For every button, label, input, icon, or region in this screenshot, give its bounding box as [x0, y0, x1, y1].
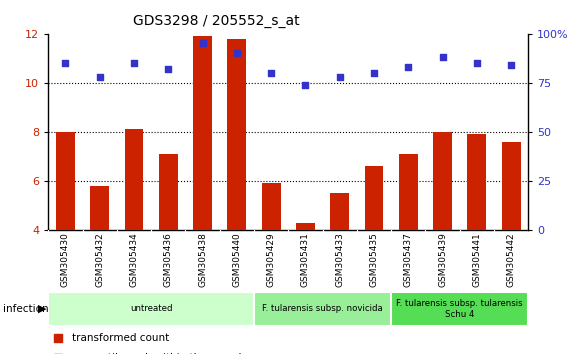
Bar [124, 130, 143, 230]
Text: GSM305432: GSM305432 [95, 232, 104, 287]
Text: GSM305429: GSM305429 [266, 232, 275, 287]
Point [507, 62, 516, 68]
Text: GSM305437: GSM305437 [404, 232, 413, 287]
Text: GSM305435: GSM305435 [369, 232, 378, 287]
Text: GSM305442: GSM305442 [507, 232, 516, 287]
Bar [502, 142, 520, 230]
Text: GSM305431: GSM305431 [301, 232, 310, 287]
Text: GSM305436: GSM305436 [164, 232, 173, 287]
Point [404, 64, 413, 70]
Point [232, 50, 241, 56]
Point [95, 74, 105, 80]
Bar [193, 36, 212, 230]
Point [301, 82, 310, 87]
Point [335, 74, 344, 80]
Bar [48, 292, 254, 326]
Text: GSM305441: GSM305441 [473, 232, 481, 287]
Text: transformed count: transformed count [72, 333, 169, 343]
Bar [262, 183, 281, 230]
Bar [433, 132, 452, 230]
Bar [296, 223, 315, 230]
Text: GSM305430: GSM305430 [61, 232, 70, 287]
Text: GSM305439: GSM305439 [438, 232, 447, 287]
Bar [159, 154, 178, 230]
Text: untreated: untreated [130, 304, 172, 313]
Point [198, 41, 207, 46]
Point [266, 70, 275, 76]
Text: GDS3298 / 205552_s_at: GDS3298 / 205552_s_at [133, 14, 299, 28]
Point [130, 60, 139, 66]
Bar [391, 292, 528, 326]
Point [438, 55, 447, 60]
Bar [330, 193, 349, 230]
Text: percentile rank within the sample: percentile rank within the sample [72, 353, 248, 354]
Point [472, 60, 481, 66]
Point [369, 70, 378, 76]
Text: ▶: ▶ [39, 304, 47, 314]
Point [53, 336, 62, 341]
Text: F. tularensis subsp. novicida: F. tularensis subsp. novicida [262, 304, 383, 313]
Text: GSM305433: GSM305433 [335, 232, 344, 287]
Text: GSM305438: GSM305438 [198, 232, 207, 287]
Bar [56, 132, 75, 230]
Bar [227, 39, 247, 230]
Text: GSM305440: GSM305440 [232, 232, 241, 287]
Point [164, 66, 173, 72]
Bar [365, 166, 383, 230]
Text: F. tularensis subsp. tularensis
Schu 4: F. tularensis subsp. tularensis Schu 4 [396, 299, 523, 319]
Text: GSM305434: GSM305434 [130, 232, 139, 287]
Bar [90, 186, 109, 230]
Point [61, 60, 70, 66]
Bar [399, 154, 417, 230]
Text: infection: infection [3, 304, 48, 314]
Bar [254, 292, 391, 326]
Bar [467, 134, 486, 230]
